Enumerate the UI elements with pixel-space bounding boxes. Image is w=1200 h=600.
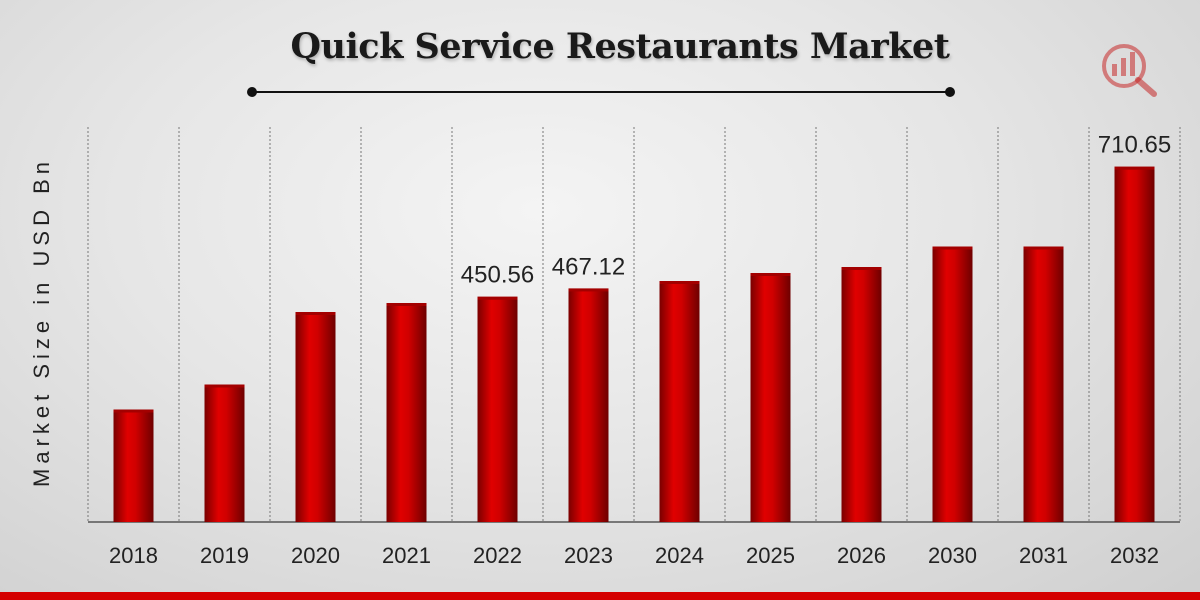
x-tick-label: 2022: [473, 543, 522, 568]
x-tick-label: 2031: [1019, 543, 1068, 568]
bar-2031: [1023, 246, 1064, 522]
x-tick-label: 2019: [200, 543, 249, 568]
bar-cap-2021: [386, 303, 427, 306]
bar-2025: [750, 273, 791, 522]
bar-2023: [568, 288, 609, 522]
x-tick-label: 2023: [564, 543, 613, 568]
bar-2020: [295, 312, 336, 522]
bar-cap-2026: [841, 267, 882, 270]
bar-cap-2019: [204, 384, 245, 388]
bar-cap-2025: [750, 273, 791, 276]
chart-title: Quick Service Restaurants Market: [290, 26, 950, 67]
x-tick-label: 2024: [655, 543, 704, 568]
bar-cap-2031: [1023, 246, 1064, 250]
bar-chart-magnifier-icon: [1102, 44, 1157, 97]
x-tick-label: 2020: [291, 543, 340, 568]
bar-2026: [841, 267, 882, 522]
bar-cap-2023: [568, 288, 609, 292]
bar-2024: [659, 281, 700, 522]
bar-cap-2022: [477, 296, 518, 300]
bottom-accent-bar: [0, 592, 1200, 600]
x-tick-label: 2030: [928, 543, 977, 568]
bar-cap-2032: [1114, 166, 1155, 170]
bar-cap-2018: [113, 409, 154, 413]
title-underline: [247, 87, 955, 97]
bar-2019: [204, 384, 245, 522]
bar-cap-2030: [932, 246, 973, 250]
data-label: 467.12: [552, 253, 625, 280]
data-label: 450.56: [461, 262, 534, 289]
x-tick-label: 2021: [382, 543, 431, 568]
bar-cap-2024: [659, 281, 700, 284]
bar-2021: [386, 303, 427, 522]
bar-2022: [477, 296, 518, 522]
x-tick-label: 2026: [837, 543, 886, 568]
x-tick-label: 2032: [1110, 543, 1159, 568]
data-label: 710.65: [1098, 132, 1171, 159]
bar-cap-2020: [295, 312, 336, 315]
bar-2032: [1114, 166, 1155, 523]
x-tick-label: 2025: [746, 543, 795, 568]
bar-2018: [113, 409, 154, 522]
x-tick-label: 2018: [109, 543, 158, 568]
bar-2030: [932, 246, 973, 522]
